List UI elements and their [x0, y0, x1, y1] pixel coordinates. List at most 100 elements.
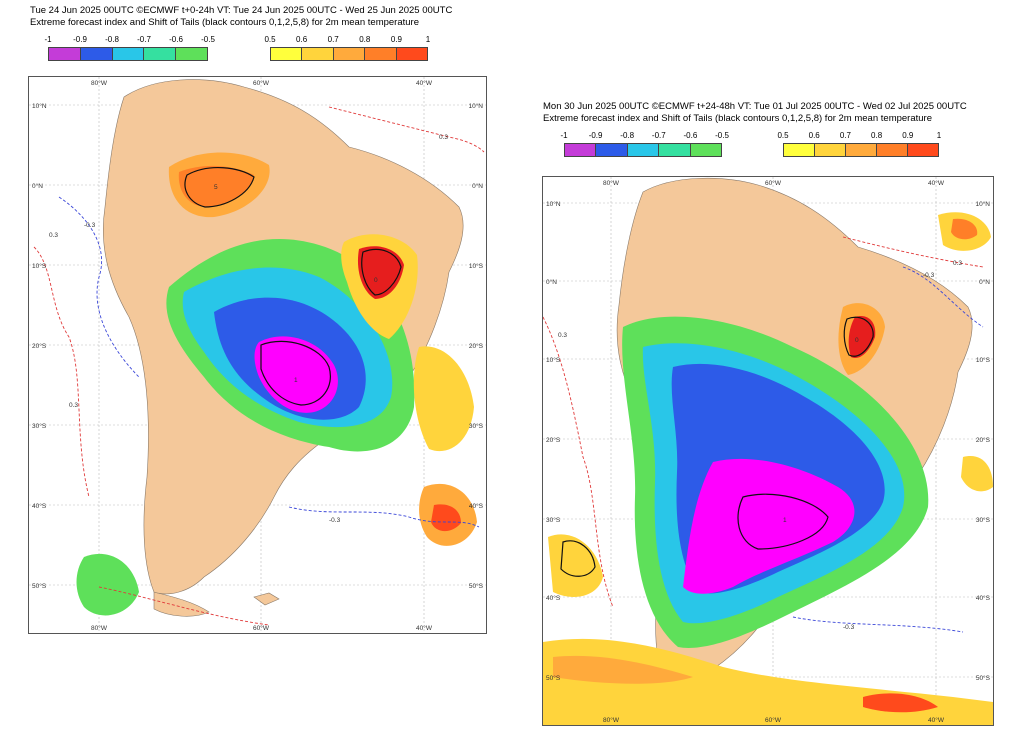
- legend-swatch: [659, 144, 691, 156]
- legend-swatch: [908, 144, 938, 156]
- right-title-line2: Extreme forecast index and Shift of Tail…: [543, 113, 932, 124]
- lon-label: 80°W: [603, 179, 620, 187]
- legend-swatch: [784, 144, 815, 156]
- efi-contours: [33, 106, 485, 626]
- legend-swatch: [333, 48, 366, 60]
- efi-contours: [543, 236, 984, 633]
- legend-swatch: [112, 48, 145, 60]
- sot-contour-line: [560, 540, 596, 577]
- contour-label: 0: [374, 277, 378, 284]
- tierra-del-fuego: [153, 591, 210, 617]
- efi-shade-atlantic-south-core: [431, 504, 461, 532]
- contour-label: 0.3: [558, 332, 567, 339]
- warm-contour-line: [33, 246, 90, 498]
- efi-shade-warm-east-core: [357, 246, 404, 299]
- legend-label: 0.8: [871, 131, 883, 140]
- efi-shade-warm-core: [178, 165, 254, 207]
- lat-label: 50°S: [469, 582, 484, 590]
- right-forecast-panel: Mon 30 Jun 2025 00UTC ©ECMWF t+24-48h VT…: [525, 0, 1024, 744]
- legend-label: -0.8: [105, 35, 119, 44]
- warm-legend-labels: 0.5 0.6 0.7 0.8 0.9 1: [264, 35, 430, 47]
- legend-label: -0.9: [73, 35, 87, 44]
- left-warm-legend: 0.5 0.6 0.7 0.8 0.9 1: [264, 35, 430, 65]
- legend-swatch: [302, 48, 334, 60]
- lat-label: 40°S: [32, 502, 47, 510]
- left-map: 80°W 60°W 40°W 80°W 60°W 40°W 10°N 0°N 1…: [28, 76, 487, 634]
- lat-label: 20°S: [976, 436, 991, 444]
- cold-legend-labels: -1 -0.9 -0.8 -0.7 -0.6 -0.5: [44, 35, 214, 47]
- efi-shade-cold-extreme: [254, 336, 338, 413]
- lat-label: 0°N: [546, 278, 557, 286]
- lon-label: 40°W: [416, 624, 433, 632]
- legend-label: -0.7: [137, 35, 151, 44]
- right-warm-legend: 0.5 0.6 0.7 0.8 0.9 1: [777, 131, 942, 161]
- legend-label: -0.5: [201, 35, 215, 44]
- warm-contour-line: [328, 106, 485, 153]
- legend-label: -0.7: [651, 131, 666, 140]
- legend-swatch: [596, 144, 628, 156]
- legend-label: 0.5: [777, 131, 789, 140]
- warm-legend-labels: 0.5 0.6 0.7 0.8 0.9 1: [777, 131, 942, 143]
- lon-label: 80°W: [91, 79, 108, 87]
- cold-legend-labels: -1 -0.9 -0.8 -0.7 -0.6 -0.5: [560, 131, 728, 143]
- legend-label: 0.7: [839, 131, 851, 140]
- cold-contour-line: [288, 506, 480, 528]
- cold-contour-line: [58, 196, 140, 378]
- sot-contour-line: [184, 167, 255, 208]
- legend-swatch: [690, 144, 722, 156]
- lat-label: 10°N: [546, 200, 561, 208]
- legend-label: -0.5: [715, 131, 729, 140]
- legend-label: -0.9: [588, 131, 603, 140]
- lon-label: 80°W: [91, 624, 108, 632]
- legend-swatch: [49, 48, 81, 60]
- right-map-canvas: 80°W 60°W 40°W 80°W 60°W 40°W 10°N 0°N 1…: [543, 177, 993, 725]
- legend-swatch: [144, 48, 177, 60]
- legend-swatch: [176, 48, 207, 60]
- right-map: 80°W 60°W 40°W 80°W 60°W 40°W 10°N 0°N 1…: [542, 176, 994, 726]
- contour-label: -0.3: [84, 222, 96, 229]
- efi-shade-atlantic-warm: [413, 346, 474, 452]
- lat-label: 50°S: [976, 674, 991, 682]
- contour-label: 0: [855, 337, 859, 344]
- legend-label: 0.6: [296, 35, 308, 44]
- lon-label: 40°W: [928, 716, 945, 724]
- legend-label: 0.9: [902, 131, 914, 140]
- lat-label: 0°N: [979, 278, 990, 286]
- lat-label: 20°S: [469, 342, 484, 350]
- sot-contour-line: [843, 316, 874, 357]
- lon-label: 60°W: [253, 79, 270, 87]
- lat-label: 40°S: [976, 594, 991, 602]
- efi-shade-southern-warm-core: [553, 655, 693, 684]
- contour-label: 0.3: [953, 260, 962, 267]
- efi-shade-pacific-warm: [548, 534, 603, 597]
- lon-label: 60°W: [765, 179, 782, 187]
- warm-contour-line: [543, 316, 614, 608]
- lat-label: 30°S: [469, 422, 484, 430]
- lat-label: 10°S: [546, 356, 561, 364]
- right-title-line1: Mon 30 Jun 2025 00UTC ©ECMWF t+24-48h VT…: [543, 101, 967, 112]
- lat-label: 50°S: [546, 674, 561, 682]
- efi-shade-atlantic-east-warm: [961, 456, 993, 492]
- contour-label: 1: [294, 377, 298, 384]
- legend-swatch: [815, 144, 846, 156]
- legend-swatch: [365, 48, 397, 60]
- warm-color-bar: [783, 143, 939, 157]
- lon-label: 40°W: [416, 79, 433, 87]
- left-forecast-panel: Tue 24 Jun 2025 00UTC ©ECMWF t+0-24h VT:…: [0, 0, 500, 744]
- sot-contour-line: [260, 340, 331, 406]
- legend-label: 0.8: [359, 35, 371, 44]
- lat-label: 0°N: [472, 182, 483, 190]
- legend-label: 0.7: [327, 35, 339, 44]
- legend-label: 1: [936, 131, 942, 140]
- legend-label: 0.5: [264, 35, 276, 44]
- left-cold-legend: -1 -0.9 -0.8 -0.7 -0.6 -0.5: [44, 35, 215, 65]
- legend-swatch: [271, 48, 303, 60]
- efi-shade-cold-extreme: [683, 458, 855, 594]
- legend-label: -0.8: [620, 131, 635, 140]
- lat-label: 30°S: [976, 516, 991, 524]
- lon-label: 60°W: [765, 716, 782, 724]
- lat-label: 10°N: [32, 102, 47, 110]
- legend-label: -0.6: [169, 35, 183, 44]
- lat-label: 10°S: [976, 356, 991, 364]
- contour-label: 0.3: [439, 134, 448, 141]
